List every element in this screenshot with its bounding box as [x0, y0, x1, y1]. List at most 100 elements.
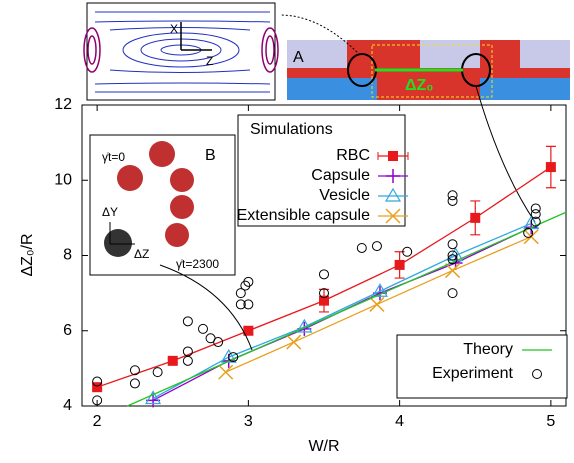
panel-label: B — [205, 147, 216, 164]
marker — [369, 296, 385, 312]
marker — [470, 212, 481, 223]
marker — [182, 346, 193, 357]
marker — [182, 355, 193, 366]
marker — [447, 195, 458, 206]
marker — [218, 364, 234, 380]
marker — [319, 295, 329, 306]
axis-label: ΔZ — [134, 247, 149, 261]
marker — [198, 323, 208, 334]
y-tick-label: 12 — [54, 96, 72, 113]
marker — [356, 242, 367, 253]
marker — [532, 369, 542, 379]
cell — [104, 229, 132, 257]
marker — [182, 316, 193, 327]
y-tick-label: 6 — [63, 322, 72, 339]
panel-block — [287, 78, 377, 100]
legend-label: Capsule — [311, 167, 370, 184]
marker — [530, 216, 541, 227]
x-axis-label: W/R — [308, 438, 339, 455]
marker — [286, 334, 302, 350]
marker — [240, 280, 251, 291]
marker — [384, 187, 402, 202]
marker — [243, 299, 254, 310]
marker — [213, 337, 224, 348]
legend-frame — [237, 114, 406, 227]
cell — [170, 168, 194, 192]
x-tick-label: 3 — [244, 413, 253, 430]
marker — [394, 259, 405, 270]
y-tick-label: 4 — [63, 397, 72, 414]
marker — [385, 208, 401, 224]
marker — [530, 209, 541, 220]
marker — [447, 250, 458, 261]
marker — [388, 151, 398, 161]
x-tick-label: 5 — [546, 413, 555, 430]
y-tick-label: 10 — [54, 171, 72, 188]
inset-frame — [86, 2, 276, 101]
y-tick-label: 8 — [63, 247, 72, 264]
marker — [523, 215, 540, 230]
x-tick-label: 2 — [93, 413, 102, 430]
marker — [319, 269, 329, 280]
marker — [228, 352, 239, 363]
marker — [545, 162, 556, 173]
panel-block — [520, 40, 570, 68]
vortex — [83, 27, 279, 73]
y-axis-label: ΔZ₀/R — [19, 233, 36, 276]
marker — [445, 263, 461, 279]
cell — [170, 195, 194, 219]
marker — [129, 378, 140, 389]
pointer-arrow — [475, 85, 536, 223]
legend-label: Experiment — [432, 365, 513, 382]
marker — [129, 365, 140, 376]
marker — [386, 169, 400, 183]
marker — [319, 288, 329, 299]
marker — [447, 288, 458, 299]
cell — [117, 165, 143, 191]
marker — [92, 376, 103, 387]
cell — [165, 223, 189, 247]
axis-label: ΔY — [102, 205, 118, 219]
pointer-arrow — [159, 264, 253, 351]
panel-b: B γ̇t=0 γ̇t=2300 ΔY ΔZ — [89, 134, 236, 276]
marker — [371, 241, 382, 252]
marker — [243, 325, 254, 336]
legend-label: Vesicle — [319, 187, 370, 204]
legend-label: Theory — [463, 341, 513, 358]
legend-title: Simulations — [250, 121, 333, 138]
x-tick-label: 4 — [395, 413, 404, 430]
cell — [149, 141, 175, 167]
marker — [235, 288, 246, 299]
inset-axis-label: Z — [206, 54, 213, 68]
plot-layer — [92, 145, 567, 408]
marker — [402, 246, 413, 257]
marker — [447, 190, 458, 201]
time-label: γ̇t=0 — [102, 150, 125, 164]
legend-label: RBC — [336, 147, 370, 164]
marker — [220, 348, 237, 363]
panel-block — [287, 40, 347, 68]
dashed-box — [371, 44, 493, 98]
legend-label: Extensible capsule — [237, 207, 371, 224]
time-label: γ̇t=2300 — [176, 257, 219, 271]
marker — [235, 299, 246, 310]
marker — [530, 203, 541, 214]
marker — [243, 276, 254, 287]
legend-frame — [396, 334, 568, 399]
marker — [447, 239, 458, 250]
marker — [371, 283, 389, 297]
series-line — [152, 222, 532, 400]
streamline-inset: X Z — [83, 2, 279, 101]
marker — [167, 355, 178, 366]
series-line — [127, 211, 567, 407]
marker — [152, 367, 163, 378]
panel-label: A — [293, 49, 304, 66]
marker — [447, 254, 458, 265]
legend-swatch — [377, 152, 409, 160]
distance-label: ΔZ₀ — [405, 77, 433, 94]
panel-a: A ΔZ₀ — [287, 40, 570, 100]
inset-axis-label: X — [170, 22, 178, 36]
marker — [92, 382, 103, 393]
marker — [523, 227, 534, 238]
